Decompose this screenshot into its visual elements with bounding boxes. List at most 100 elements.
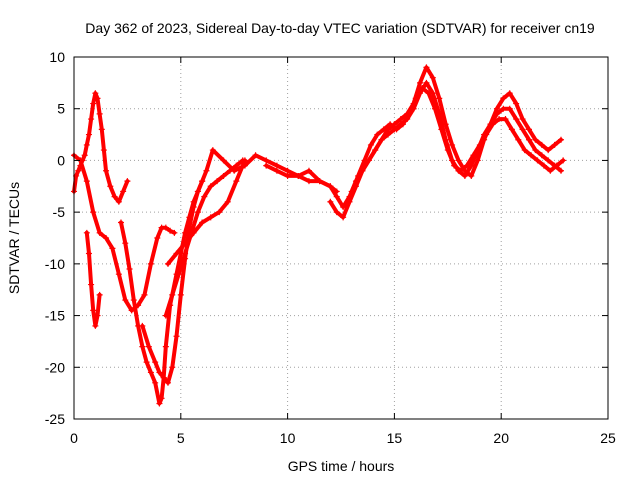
- data-point-marker: [545, 157, 552, 164]
- data-point-marker: [534, 157, 541, 164]
- data-point-marker: [399, 121, 406, 128]
- data-point-marker: [502, 116, 509, 123]
- data-point-marker: [493, 110, 500, 117]
- data-point-marker: [378, 136, 385, 143]
- x-tick-label: 10: [280, 430, 296, 446]
- data-point-marker: [500, 95, 507, 102]
- x-tick-label: 15: [387, 430, 403, 446]
- data-point-marker: [417, 79, 424, 86]
- data-point-marker: [273, 162, 280, 169]
- data-point-marker: [143, 359, 150, 366]
- data-point-marker: [160, 374, 167, 381]
- data-point-marker: [162, 224, 169, 231]
- data-point-marker: [464, 162, 471, 169]
- data-point-marker: [162, 343, 169, 350]
- data-point-marker: [558, 136, 565, 143]
- data-point-marker: [483, 131, 490, 138]
- data-point-marker: [120, 188, 127, 195]
- data-point-marker: [468, 172, 475, 179]
- data-point-marker: [75, 167, 82, 174]
- data-point-marker: [470, 152, 477, 159]
- data-point-marker: [145, 343, 152, 350]
- x-tick-label: 25: [600, 430, 616, 446]
- data-point-marker: [438, 126, 445, 133]
- data-point-marker: [406, 110, 413, 117]
- data-point-marker: [525, 126, 532, 133]
- y-tick-label: -5: [53, 204, 66, 220]
- data-point-marker: [538, 152, 545, 159]
- data-point-marker: [476, 141, 483, 148]
- data-point-marker: [154, 235, 161, 241]
- data-point-marker: [207, 214, 214, 221]
- data-point-marker: [521, 147, 528, 154]
- data-point-marker: [85, 250, 92, 257]
- y-tick-label: -25: [45, 411, 65, 427]
- data-point-marker: [171, 229, 178, 236]
- data-point-marker: [252, 152, 259, 159]
- data-point-marker: [455, 157, 462, 164]
- data-point-marker: [126, 266, 133, 273]
- data-point-marker: [209, 147, 216, 154]
- data-point-marker: [220, 172, 227, 179]
- data-point-marker: [147, 369, 154, 376]
- data-point-marker: [224, 198, 231, 205]
- data-point-marker: [115, 198, 122, 205]
- x-tick-label: 5: [177, 430, 185, 446]
- chart-title: Day 362 of 2023, Sidereal Day-to-day VTE…: [85, 20, 595, 36]
- data-point-marker: [207, 183, 214, 190]
- data-point-marker: [348, 188, 355, 195]
- data-point-marker: [182, 250, 189, 257]
- data-point-marker: [431, 105, 438, 112]
- data-point-marker: [241, 157, 248, 164]
- data-point-marker: [96, 110, 103, 117]
- data-point-marker: [173, 333, 180, 340]
- data-point-marker: [513, 116, 520, 123]
- data-point-marker: [380, 126, 387, 133]
- axis-ticks: 0 5 10 15 20 25 -25 -20 -15 -10 -5 0 5 10: [45, 49, 616, 446]
- data-point-marker: [489, 121, 496, 128]
- data-point-marker: [423, 79, 430, 86]
- series-markers-sat-track-j: [348, 85, 567, 195]
- data-point-marker: [316, 178, 323, 185]
- data-point-marker: [273, 167, 280, 174]
- x-tick-label: 20: [493, 430, 509, 446]
- data-point-marker: [122, 240, 129, 247]
- data-point-marker: [177, 291, 184, 298]
- data-point-marker: [436, 95, 443, 102]
- data-point-marker: [115, 271, 122, 278]
- data-point-marker: [94, 95, 101, 102]
- y-tick-label: -15: [45, 308, 65, 324]
- data-point-marker: [451, 162, 458, 169]
- data-point-marker: [553, 162, 560, 169]
- data-point-marker: [214, 178, 221, 185]
- y-tick-label: -20: [45, 359, 65, 375]
- data-point-marker: [173, 250, 180, 257]
- data-point-marker: [194, 188, 201, 195]
- data-point-marker: [162, 312, 169, 319]
- data-point-marker: [92, 90, 99, 97]
- data-point-marker: [538, 141, 545, 148]
- data-point-marker: [327, 198, 334, 205]
- data-point-marker: [515, 136, 522, 143]
- data-point-marker: [263, 162, 270, 169]
- data-point-marker: [367, 141, 374, 148]
- data-point-marker: [90, 209, 97, 216]
- series-markers-sat-track-b: [71, 152, 178, 314]
- data-point-marker: [203, 167, 210, 174]
- data-point-marker: [513, 100, 520, 107]
- y-tick-label: 10: [49, 49, 65, 65]
- data-point-marker: [412, 95, 419, 102]
- data-point-marker: [109, 245, 116, 252]
- data-point-marker: [158, 395, 165, 402]
- y-tick-label: 0: [57, 152, 65, 168]
- data-point-marker: [156, 369, 163, 376]
- data-point-marker: [190, 229, 197, 236]
- series-markers-sat-track-g: [164, 157, 248, 267]
- data-point-marker: [88, 116, 95, 123]
- data-point-marker: [540, 162, 547, 169]
- data-point-marker: [284, 167, 291, 174]
- data-point-marker: [305, 167, 312, 174]
- data-point-marker: [85, 131, 92, 138]
